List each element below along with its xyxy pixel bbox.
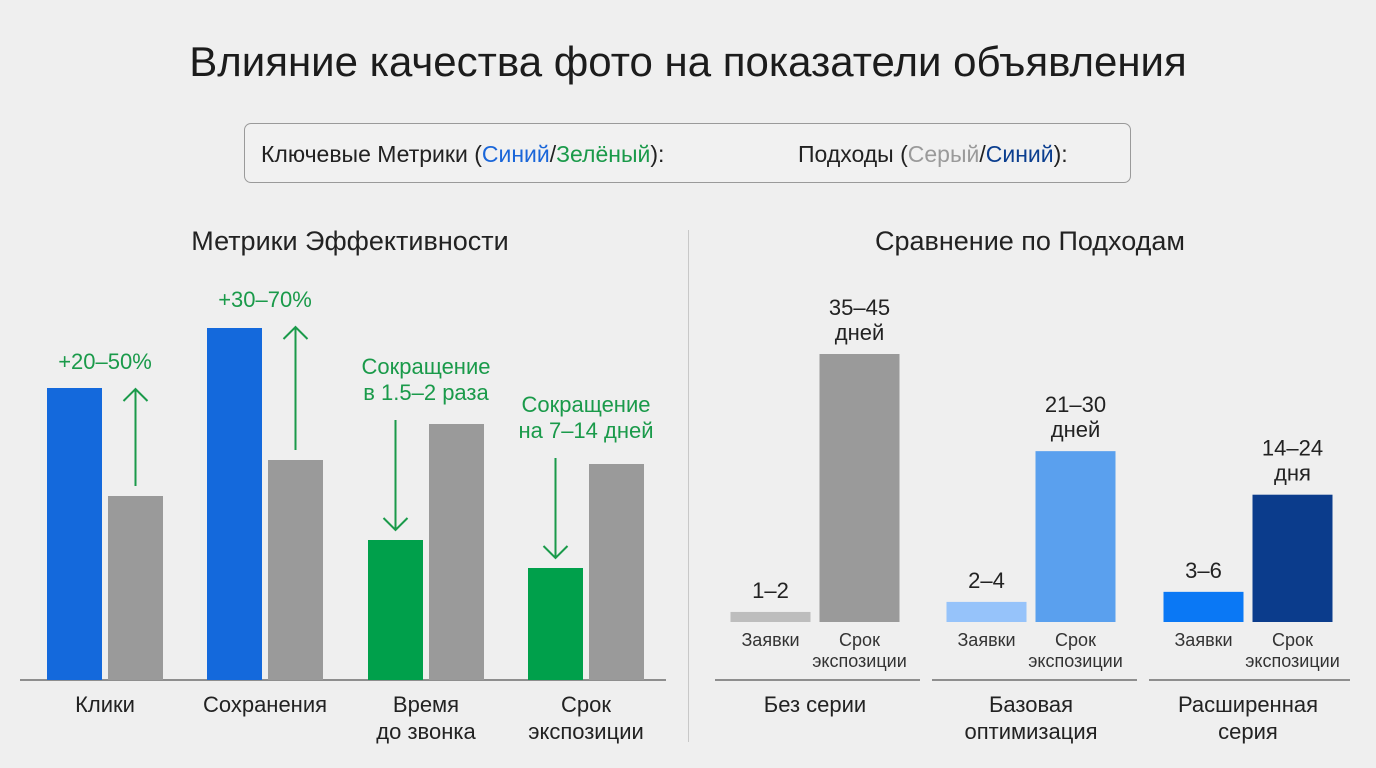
legend-metrics-sep: / xyxy=(549,141,557,167)
right-bar-0-1 xyxy=(819,354,900,622)
left-bar-primary-2 xyxy=(368,540,423,680)
right-bar-2-1 xyxy=(1252,494,1333,622)
left-annotation-arrow-up-1 xyxy=(282,325,309,450)
left-annotation-label-1: +30–70% xyxy=(218,287,312,312)
page-title: Влияние качества фото на показатели объя… xyxy=(189,38,1187,85)
right-bar-0-0 xyxy=(730,611,811,622)
right-bar-1-0 xyxy=(946,601,1027,622)
left-annotation-label-3: Сокращение на 7–14 дней xyxy=(518,392,653,443)
right-bar-value-label-2-0: 3–6 xyxy=(1185,558,1222,583)
left-annotation-arrow-up-0 xyxy=(122,387,149,486)
left-annotation-label-0: +20–50% xyxy=(58,349,152,374)
left-category-label-1: Сохранения xyxy=(203,692,327,717)
right-bar-value-label-2-1: 14–24 дня xyxy=(1262,436,1323,486)
left-category-label-3: Срок экспозиции xyxy=(528,692,644,744)
left-bar-secondary-2 xyxy=(429,424,484,680)
right-bar-label-0-1: Срок экспозиции xyxy=(812,630,907,671)
left-bar-primary-0 xyxy=(47,388,102,680)
left-category-label-0: Клики xyxy=(75,692,135,717)
right-bar-value-label-1-0: 2–4 xyxy=(968,568,1005,593)
right-bar-1-1 xyxy=(1035,451,1116,622)
left-annotation-arrow-down-2 xyxy=(382,420,409,532)
left-bar-secondary-1 xyxy=(268,460,323,680)
left-bar-primary-3 xyxy=(528,568,583,680)
right-bar-value-label-0-1: 35–45 дней xyxy=(829,295,890,345)
right-bar-label-1-0: Заявки xyxy=(957,630,1015,650)
left-annotation-label-2: Сокращение в 1.5–2 раза xyxy=(362,354,491,405)
panel-divider xyxy=(688,230,689,742)
right-bar-value-label-0-0: 1–2 xyxy=(752,578,789,603)
legend-approaches-blue: Синий xyxy=(985,141,1054,167)
legend-approaches-prefix: Подходы ( xyxy=(798,141,908,167)
left-bar-secondary-3 xyxy=(589,464,644,680)
right-bar-label-0-0: Заявки xyxy=(741,630,799,650)
right-bar-2-0 xyxy=(1163,591,1244,622)
legend-box: Ключевые Метрики (Синий/Зелёный): Подход… xyxy=(244,123,1131,183)
legend-metrics-suffix: ): xyxy=(650,141,665,167)
left-bar-primary-1 xyxy=(207,328,262,680)
legend-metrics: Ключевые Метрики (Синий/Зелёный): xyxy=(261,141,664,168)
legend-metrics-blue: Синий xyxy=(481,141,550,167)
left-category-label-2: Время до звонка xyxy=(376,692,476,744)
right-bar-value-label-1-1: 21–30 дней xyxy=(1045,392,1106,442)
legend-approaches-gray: Серый xyxy=(907,141,980,167)
legend-metrics-green: Зелёный xyxy=(556,141,651,167)
legend-approaches-sep: / xyxy=(979,141,986,167)
right-group-label-0: Без серии xyxy=(764,692,866,717)
right-bar-label-2-1: Срок экспозиции xyxy=(1245,630,1340,671)
legend-approaches: Подходы (Серый/Синий): xyxy=(798,141,1068,168)
right-panel-title: Сравнение по Подходам xyxy=(875,226,1185,256)
left-panel-title: Метрики Эффективности xyxy=(191,226,509,256)
right-bar-label-1-1: Срок экспозиции xyxy=(1028,630,1123,671)
right-group-label-2: Расширенная серия xyxy=(1178,692,1318,744)
right-bar-label-2-0: Заявки xyxy=(1174,630,1232,650)
legend-metrics-prefix: Ключевые Метрики ( xyxy=(261,141,482,167)
legend-approaches-suffix: ): xyxy=(1053,141,1068,167)
left-annotation-arrow-down-3 xyxy=(542,458,569,560)
right-group-label-1: Базовая оптимизация xyxy=(964,692,1097,744)
left-bar-secondary-0 xyxy=(108,496,163,680)
